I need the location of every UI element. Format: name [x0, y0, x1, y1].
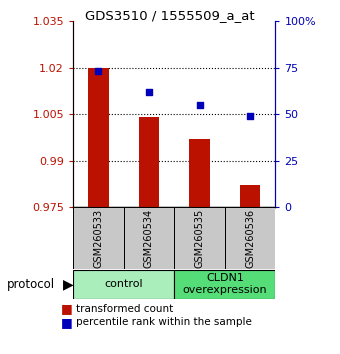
Text: GSM260533: GSM260533 — [94, 209, 103, 268]
Bar — [88, 68, 108, 207]
Bar — [174, 270, 275, 298]
Bar — [225, 207, 275, 269]
Text: control: control — [104, 279, 143, 289]
Text: CLDN1
overexpression: CLDN1 overexpression — [183, 273, 267, 295]
Text: transformed count: transformed count — [76, 304, 174, 314]
Text: GSM260535: GSM260535 — [194, 209, 205, 268]
Point — [197, 102, 202, 108]
Bar — [174, 207, 225, 269]
Point — [96, 69, 101, 74]
Bar — [73, 207, 124, 269]
Point — [248, 113, 253, 119]
Text: GSM260534: GSM260534 — [144, 209, 154, 268]
Bar — [73, 270, 174, 298]
Text: GSM260536: GSM260536 — [245, 209, 255, 268]
Bar — [189, 139, 210, 207]
Text: ▶: ▶ — [63, 277, 73, 291]
Text: ■: ■ — [61, 302, 72, 315]
Text: percentile rank within the sample: percentile rank within the sample — [76, 317, 252, 327]
Bar — [240, 185, 260, 207]
Text: GDS3510 / 1555509_a_at: GDS3510 / 1555509_a_at — [85, 9, 255, 22]
Text: protocol: protocol — [7, 278, 55, 291]
Bar — [139, 117, 159, 207]
Bar — [124, 207, 174, 269]
Point — [146, 89, 152, 95]
Text: ■: ■ — [61, 316, 72, 329]
